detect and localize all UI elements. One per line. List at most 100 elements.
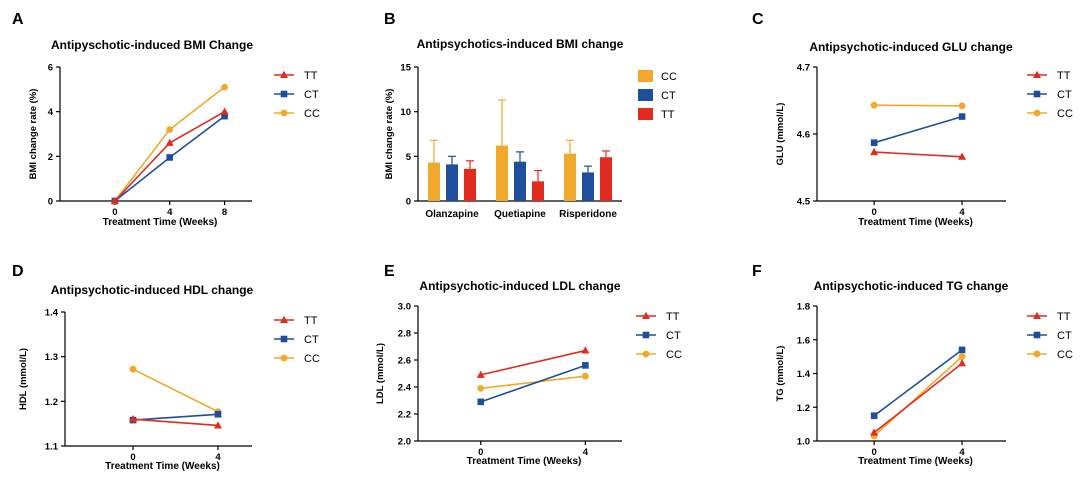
chart-title: Antipsychotic-induced LDL change <box>419 279 620 293</box>
y-tick-label: 1.6 <box>797 335 810 346</box>
y-tick-label: 1.8 <box>797 302 810 313</box>
bar-tt <box>464 168 476 201</box>
x-tick-label: 0 <box>112 207 117 218</box>
data-point-cc <box>958 353 966 361</box>
legend-label: CC <box>304 353 320 365</box>
legend-label: CC <box>1057 349 1073 361</box>
series-line-ct <box>873 115 963 144</box>
panel-letter: D <box>12 263 24 280</box>
data-point-ct <box>214 410 222 418</box>
data-point-ct <box>582 362 589 369</box>
y-tick-label: 1.4 <box>45 308 59 319</box>
data-point-cc <box>581 372 589 380</box>
y-tick-label: 2.0 <box>398 437 411 448</box>
data-point-tt <box>958 359 967 367</box>
legend-label: CT <box>1057 330 1072 342</box>
panel-letter: B <box>384 11 396 28</box>
chart-title: Antipsychotics-induced BMI change <box>417 37 624 51</box>
y-axis-label: BMI change rate (%) <box>28 89 39 180</box>
series-line-tt <box>874 151 963 158</box>
series-line-tt <box>480 349 586 376</box>
x-tick-label: 4 <box>167 207 173 218</box>
panel-letter: F <box>752 263 762 280</box>
x-tick-label: 0 <box>871 207 876 218</box>
y-tick-label: 0 <box>48 197 53 208</box>
legend-marker-cc <box>1033 350 1041 358</box>
legend-label: CT <box>1057 89 1072 101</box>
panel-letter: A <box>12 11 24 28</box>
x-tick-label: 8 <box>222 207 227 218</box>
legend-label: CT <box>666 330 681 342</box>
data-point-ct <box>870 139 878 147</box>
y-axis-label: HDL (mmol/L) <box>18 348 29 410</box>
legend-marker-ct <box>1033 90 1041 98</box>
legend-label: CC <box>666 349 682 361</box>
y-tick-label: 2.4 <box>398 383 412 394</box>
y-tick-label: 2.6 <box>398 356 411 367</box>
x-axis-label: Treatment Time (Weeks) <box>103 217 218 228</box>
y-tick-label: 10 <box>400 107 411 118</box>
legend-label: TT <box>304 315 318 327</box>
y-tick-label: 1.0 <box>797 437 810 448</box>
y-tick-label: 15 <box>400 63 411 74</box>
panel-c: C Antipsychotic-induced GLU change GLU (mm… <box>752 11 1073 228</box>
legend-marker-tt <box>280 70 288 78</box>
legend-label: CC <box>304 108 320 120</box>
y-tick-label: 4 <box>48 107 54 118</box>
x-tick-label: 4 <box>215 452 221 463</box>
legend-swatch-tt <box>638 108 653 120</box>
data-point-tt <box>476 370 485 378</box>
x-category-label: Quetiapine <box>494 209 546 220</box>
panel-a: A Antipyschotic-induced BMI Change BMI cha… <box>12 11 320 228</box>
y-tick-label: 1.2 <box>797 403 810 414</box>
legend-label: TT <box>1057 311 1071 323</box>
legend-label: CT <box>661 90 676 102</box>
data-point-ct <box>958 346 966 354</box>
bar-ct <box>582 172 594 201</box>
series-line-ct <box>873 349 963 417</box>
legend-marker-cc <box>280 109 288 117</box>
panel-b: B Antipsychotics-induced BMI change BMI ch… <box>384 11 677 220</box>
y-tick-label: 5 <box>406 152 412 163</box>
y-tick-label: 1.1 <box>45 442 59 453</box>
x-tick-label: 4 <box>959 447 965 458</box>
data-point-tt <box>214 421 222 429</box>
x-axis-label: Treatment Time (Weeks) <box>858 217 973 228</box>
y-tick-label: 4.5 <box>797 197 811 208</box>
y-tick-label: 2 <box>48 152 53 163</box>
y-tick-label: 4.7 <box>797 63 810 74</box>
bar-ct <box>446 164 458 201</box>
panel-f: F Antipsychotic-induced TG change TG (mmol… <box>752 263 1073 467</box>
legend-marker-cc <box>280 354 288 362</box>
legend-marker-ct <box>1033 331 1041 339</box>
panel-d: D Antipsychotic-induced HDL change HDL (mm… <box>12 263 320 472</box>
x-category-label: Olanzapine <box>425 209 479 220</box>
series-line-tt <box>873 362 963 434</box>
data-point-tt <box>870 147 879 156</box>
legend-label: CC <box>661 71 677 83</box>
x-tick-label: 4 <box>583 447 589 458</box>
legend-marker-tt <box>1033 70 1041 78</box>
data-point-cc <box>958 102 966 110</box>
data-point-cc <box>129 365 137 373</box>
data-point-ct <box>870 412 878 419</box>
data-point-tt <box>129 415 137 423</box>
bar-tt <box>600 157 612 201</box>
legend-swatch-ct <box>638 89 653 101</box>
chart-title: Antipsychotic-induced GLU change <box>809 40 1013 54</box>
data-point-tt <box>581 346 590 354</box>
data-point-ct <box>477 398 485 406</box>
legend-label: CT <box>304 89 319 101</box>
chart-title: Antipyschotic-induced BMI Change <box>51 38 253 52</box>
y-tick-label: 2.2 <box>398 410 411 421</box>
legend-marker-tt <box>642 311 650 319</box>
y-tick-label: 0 <box>406 197 411 208</box>
x-tick-label: 0 <box>130 452 135 463</box>
series-line-cc <box>132 368 219 413</box>
data-point-ct <box>166 154 174 161</box>
y-axis-label: TG (mmol/L) <box>775 346 786 402</box>
x-axis-label: Treatment Time (Weeks) <box>858 456 973 467</box>
legend-label: TT <box>304 70 318 82</box>
data-point-tt <box>165 138 174 146</box>
